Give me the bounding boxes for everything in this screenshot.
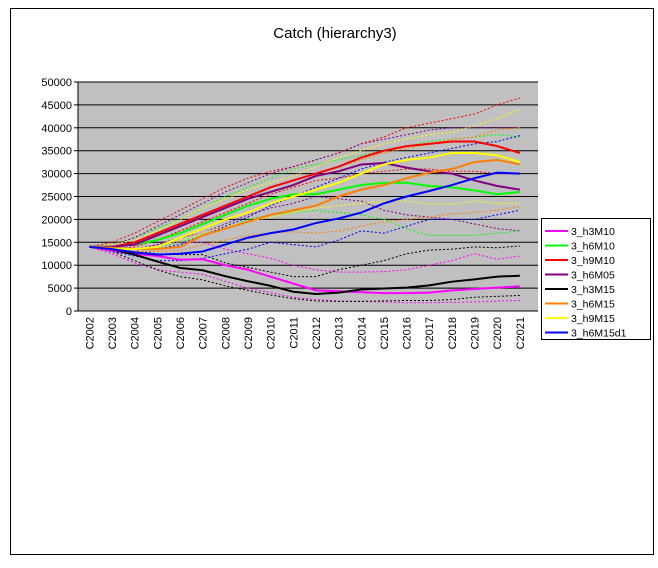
bound-line (89, 195, 520, 250)
x-tick-label: C2017 (424, 317, 436, 349)
legend-label: 3_h6M10 (571, 241, 615, 253)
series-line (89, 151, 521, 251)
x-tick-label: C2002 (84, 317, 96, 349)
x-tick-label: C2016 (402, 317, 414, 349)
y-tick-label: 45000 (41, 100, 72, 112)
x-tick-label: C2015 (379, 317, 391, 349)
x-tick-label: C2021 (515, 317, 527, 349)
x-tick-label: C2011 (288, 317, 300, 349)
y-tick-label: 50000 (41, 77, 72, 89)
legend-box (541, 218, 651, 340)
legend-label: 3_h3M10 (571, 226, 615, 238)
x-tick-label: C2018 (447, 317, 459, 349)
x-tick-label: C2019 (470, 317, 482, 349)
y-tick-label: 40000 (41, 123, 72, 135)
x-tick-label: C2003 (107, 317, 119, 349)
bound-line (89, 206, 520, 252)
legend-label: 3_h9M15 (571, 313, 615, 325)
legend-label: 3_h9M10 (571, 255, 615, 267)
bound-line (89, 241, 520, 273)
x-tick-label: C2006 (175, 317, 187, 349)
x-tick-label: C2012 (311, 317, 323, 349)
x-tick-label: C2010 (266, 317, 278, 349)
legend-label: 3_h6M15d1 (571, 328, 627, 340)
series-line (89, 171, 520, 256)
legend-label: 3_h3M15 (571, 284, 615, 296)
series-line (89, 140, 521, 248)
y-tick-label: 15000 (41, 237, 72, 249)
x-tick-label: C2009 (243, 317, 255, 349)
x-tick-label: C2020 (492, 317, 504, 349)
x-tick-label: C2008 (220, 317, 232, 349)
series-line (89, 181, 520, 248)
x-tick-label: C2014 (356, 317, 368, 349)
y-tick-label: 0 (66, 306, 72, 318)
series-line (89, 158, 521, 251)
bound-line (89, 209, 520, 262)
legend-label: 3_h6M15 (571, 299, 615, 311)
bound-line (89, 135, 520, 250)
x-tick-label: C2004 (130, 317, 142, 349)
y-tick-label: 5000 (48, 283, 72, 295)
y-tick-label: 35000 (41, 146, 72, 158)
series-line (89, 162, 521, 248)
x-tick-label: C2005 (152, 317, 164, 349)
y-tick-label: 25000 (41, 192, 72, 204)
x-tick-label: C2007 (198, 317, 210, 349)
chart-title: Catch (hierarchy3) (273, 25, 396, 42)
y-tick-label: 20000 (41, 214, 72, 226)
series-line (89, 245, 520, 296)
y-tick-label: 30000 (41, 169, 72, 181)
legend-label: 3_h6M05 (571, 270, 615, 282)
series-line (89, 245, 520, 295)
bound-line (89, 246, 520, 304)
bound-line (89, 109, 521, 248)
bound-line (89, 127, 520, 248)
y-tick-label: 10000 (41, 260, 72, 272)
x-tick-label: C2013 (334, 317, 346, 349)
